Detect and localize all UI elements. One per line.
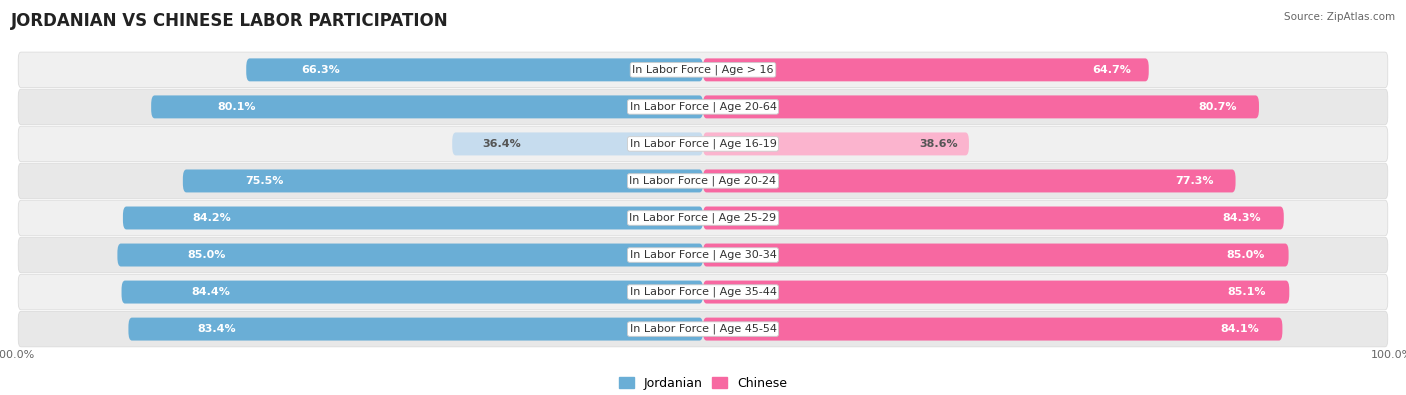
Text: 80.7%: 80.7% <box>1198 102 1237 112</box>
FancyBboxPatch shape <box>128 318 703 340</box>
FancyBboxPatch shape <box>703 318 1282 340</box>
Text: Source: ZipAtlas.com: Source: ZipAtlas.com <box>1284 12 1395 22</box>
Text: 84.4%: 84.4% <box>191 287 231 297</box>
FancyBboxPatch shape <box>18 274 1388 310</box>
FancyBboxPatch shape <box>703 244 1289 267</box>
Text: 77.3%: 77.3% <box>1175 176 1215 186</box>
Legend: Jordanian, Chinese: Jordanian, Chinese <box>613 372 793 395</box>
Text: In Labor Force | Age 16-19: In Labor Force | Age 16-19 <box>630 139 776 149</box>
Text: In Labor Force | Age 30-34: In Labor Force | Age 30-34 <box>630 250 776 260</box>
Text: In Labor Force | Age 35-44: In Labor Force | Age 35-44 <box>630 287 776 297</box>
FancyBboxPatch shape <box>18 237 1388 273</box>
FancyBboxPatch shape <box>18 89 1388 125</box>
FancyBboxPatch shape <box>18 200 1388 236</box>
Text: 83.4%: 83.4% <box>197 324 236 334</box>
FancyBboxPatch shape <box>703 280 1289 303</box>
Text: 85.0%: 85.0% <box>187 250 226 260</box>
Text: 64.7%: 64.7% <box>1092 65 1130 75</box>
Text: 75.5%: 75.5% <box>245 176 284 186</box>
Text: In Labor Force | Age 20-64: In Labor Force | Age 20-64 <box>630 102 776 112</box>
Text: JORDANIAN VS CHINESE LABOR PARTICIPATION: JORDANIAN VS CHINESE LABOR PARTICIPATION <box>11 12 449 30</box>
FancyBboxPatch shape <box>18 163 1388 199</box>
FancyBboxPatch shape <box>183 169 703 192</box>
FancyBboxPatch shape <box>18 52 1388 88</box>
FancyBboxPatch shape <box>118 244 703 267</box>
Text: 85.1%: 85.1% <box>1227 287 1265 297</box>
Text: 84.3%: 84.3% <box>1222 213 1261 223</box>
FancyBboxPatch shape <box>152 96 703 118</box>
FancyBboxPatch shape <box>246 58 703 81</box>
FancyBboxPatch shape <box>703 169 1236 192</box>
Text: 84.1%: 84.1% <box>1220 324 1260 334</box>
Text: 85.0%: 85.0% <box>1227 250 1265 260</box>
FancyBboxPatch shape <box>122 207 703 229</box>
FancyBboxPatch shape <box>703 207 1284 229</box>
Text: 80.1%: 80.1% <box>218 102 256 112</box>
Text: 36.4%: 36.4% <box>482 139 522 149</box>
FancyBboxPatch shape <box>18 311 1388 347</box>
FancyBboxPatch shape <box>18 126 1388 162</box>
Text: In Labor Force | Age 25-29: In Labor Force | Age 25-29 <box>630 213 776 223</box>
FancyBboxPatch shape <box>703 96 1258 118</box>
Text: 66.3%: 66.3% <box>301 65 340 75</box>
FancyBboxPatch shape <box>453 132 703 155</box>
Text: In Labor Force | Age > 16: In Labor Force | Age > 16 <box>633 65 773 75</box>
FancyBboxPatch shape <box>121 280 703 303</box>
FancyBboxPatch shape <box>703 58 1149 81</box>
Text: In Labor Force | Age 20-24: In Labor Force | Age 20-24 <box>630 176 776 186</box>
Text: In Labor Force | Age 45-54: In Labor Force | Age 45-54 <box>630 324 776 334</box>
Text: 38.6%: 38.6% <box>920 139 959 149</box>
FancyBboxPatch shape <box>703 132 969 155</box>
Text: 84.2%: 84.2% <box>193 213 231 223</box>
